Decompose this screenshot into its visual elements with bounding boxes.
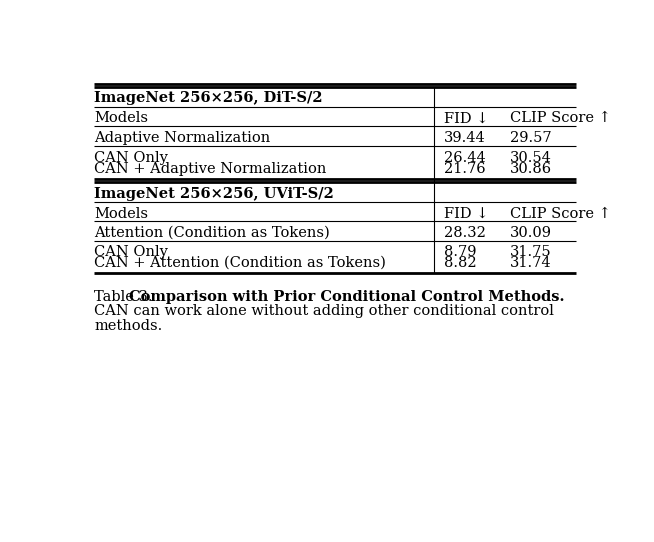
Text: Models: Models — [94, 207, 148, 221]
Text: 31.74: 31.74 — [510, 256, 552, 270]
Text: 31.75: 31.75 — [510, 246, 552, 260]
Text: CAN can work alone without adding other conditional control: CAN can work alone without adding other … — [94, 304, 555, 318]
Text: 30.86: 30.86 — [510, 162, 552, 176]
Text: CAN Only: CAN Only — [94, 151, 168, 165]
Text: CLIP Score ↑: CLIP Score ↑ — [510, 207, 611, 221]
Text: 21.76: 21.76 — [444, 162, 486, 176]
Text: FID ↓: FID ↓ — [444, 207, 489, 221]
Text: 30.54: 30.54 — [510, 151, 552, 165]
Text: CAN + Attention (Condition as Tokens): CAN + Attention (Condition as Tokens) — [94, 256, 387, 270]
Text: FID ↓: FID ↓ — [444, 112, 489, 125]
Text: Adaptive Normalization: Adaptive Normalization — [94, 131, 271, 145]
Text: 26.44: 26.44 — [444, 151, 486, 165]
Text: ImageNet 256×256, DiT-S/2: ImageNet 256×256, DiT-S/2 — [94, 92, 323, 106]
Text: CAN Only: CAN Only — [94, 246, 168, 260]
Text: CLIP Score ↑: CLIP Score ↑ — [510, 112, 611, 125]
Text: 28.32: 28.32 — [444, 226, 486, 240]
Text: ImageNet 256×256, UViT-S/2: ImageNet 256×256, UViT-S/2 — [94, 186, 334, 201]
Text: 30.09: 30.09 — [510, 226, 552, 240]
Text: Table 3.: Table 3. — [94, 289, 158, 304]
Text: Models: Models — [94, 112, 148, 125]
Text: 39.44: 39.44 — [444, 131, 486, 145]
Text: Attention (Condition as Tokens): Attention (Condition as Tokens) — [94, 226, 330, 240]
Text: methods.: methods. — [94, 319, 163, 333]
Text: 29.57: 29.57 — [510, 131, 552, 145]
Text: 8.79: 8.79 — [444, 246, 477, 260]
Text: CAN + Adaptive Normalization: CAN + Adaptive Normalization — [94, 162, 327, 176]
Text: Comparison with Prior Conditional Control Methods.: Comparison with Prior Conditional Contro… — [129, 289, 564, 304]
Text: 8.82: 8.82 — [444, 256, 477, 270]
